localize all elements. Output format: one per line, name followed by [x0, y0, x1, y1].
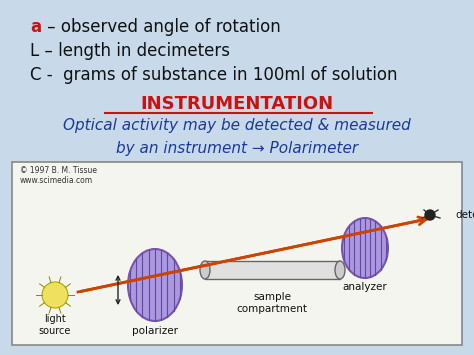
Text: detector: detector [455, 210, 474, 220]
Text: by an instrument → Polarimeter: by an instrument → Polarimeter [116, 141, 358, 156]
Circle shape [425, 210, 435, 220]
Text: INSTRUMENTATION: INSTRUMENTATION [140, 95, 334, 113]
Text: L – length in decimeters: L – length in decimeters [30, 42, 230, 60]
Bar [12, 162, 462, 345]
Bar [205, 261, 340, 279]
Text: light
source: light source [39, 314, 71, 335]
Text: Optical activity may be detected & measured: Optical activity may be detected & measu… [63, 118, 411, 133]
Ellipse shape [200, 261, 210, 279]
Ellipse shape [335, 261, 345, 279]
Circle shape [42, 282, 68, 308]
Text: © 1997 B. M. Tissue
www.scimedia.com: © 1997 B. M. Tissue www.scimedia.com [20, 166, 97, 185]
Text: analyzer: analyzer [343, 282, 387, 292]
Text: polarizer: polarizer [132, 326, 178, 336]
Text: – observed angle of rotation: – observed angle of rotation [42, 18, 281, 36]
Ellipse shape [342, 218, 388, 278]
Text: C -  grams of substance in 100ml of solution: C - grams of substance in 100ml of solut… [30, 66, 398, 84]
Text: a: a [30, 18, 41, 36]
Ellipse shape [128, 249, 182, 321]
Text: sample
compartment: sample compartment [237, 292, 308, 313]
